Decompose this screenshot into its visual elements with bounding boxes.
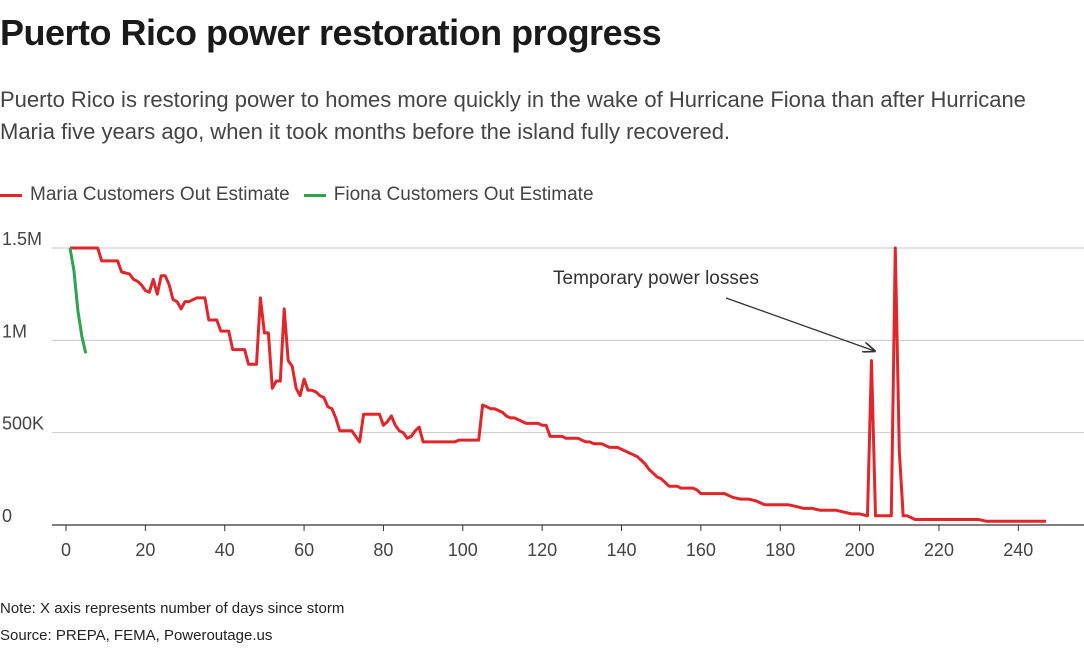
y-tick-label: 0 — [2, 506, 12, 526]
x-tick-label: 140 — [606, 540, 636, 560]
x-tick-label: 40 — [215, 540, 235, 560]
chart-subtitle: Puerto Rico is restoring power to homes … — [0, 87, 1026, 144]
x-tick-label: 120 — [527, 540, 557, 560]
y-tick-label: 1.5M — [2, 230, 42, 249]
x-tick-label: 160 — [686, 540, 716, 560]
legend-label-fiona: Fiona Customers Out Estimate — [333, 184, 594, 205]
x-tick-label: 200 — [845, 540, 875, 560]
x-tick-label: 0 — [61, 540, 71, 560]
y-tick-label: 1M — [2, 321, 27, 341]
legend: Maria Customers Out Estimate Fiona Custo… — [0, 184, 608, 206]
series-line-fiona — [68, 247, 88, 354]
y-tick-label: 500K — [2, 414, 44, 434]
legend-item-maria: Maria Customers Out Estimate — [0, 184, 290, 206]
chart-note: Note: X axis represents number of days s… — [0, 600, 345, 617]
annotation-layer: Temporary power losses — [553, 268, 874, 351]
grid-layer: 0 500K 1M 1.5M 0 20 40 60 80 100 120 140 160 180 200 22… — [2, 230, 1084, 560]
x-tick-label: 80 — [373, 540, 393, 560]
legend-label-maria: Maria Customers Out Estimate — [30, 184, 290, 205]
legend-swatch-maria — [0, 193, 22, 197]
chart-source: Source: PREPA, FEMA, Poweroutage.us — [0, 627, 273, 644]
x-tick-label: 180 — [765, 540, 795, 560]
legend-swatch-fiona — [303, 193, 326, 197]
legend-item-fiona: Fiona Customers Out Estimate — [303, 184, 594, 206]
annotation-arrow — [725, 297, 874, 351]
x-tick-label: 100 — [448, 540, 478, 560]
annotation-label: Temporary power losses — [553, 268, 759, 289]
series-layer — [68, 246, 1047, 523]
x-tick-label: 20 — [135, 540, 155, 560]
x-tick-label: 60 — [294, 540, 314, 560]
series-line-maria — [70, 246, 1047, 523]
x-tick-label: 220 — [924, 540, 954, 560]
chart-title: Puerto Rico power restoration progress — [0, 12, 662, 53]
x-tick-label: 240 — [1003, 540, 1033, 560]
line-chart: 0 500K 1M 1.5M 0 20 40 60 80 100 120 140 160 180 200 22… — [2, 230, 1084, 560]
